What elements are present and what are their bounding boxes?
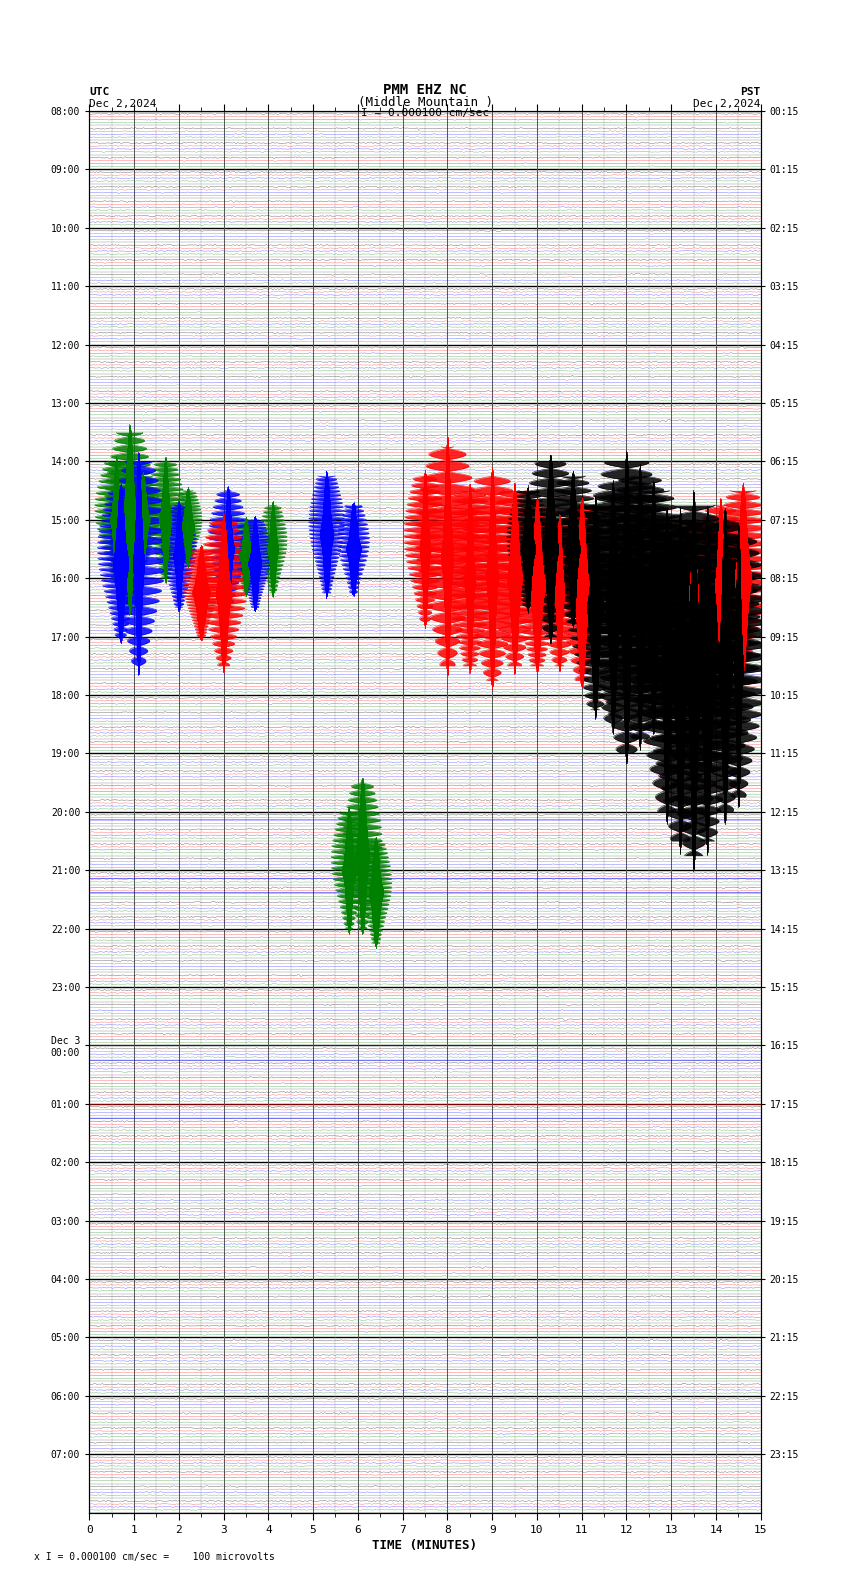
Text: (Middle Mountain ): (Middle Mountain ) xyxy=(358,95,492,108)
Text: x I = 0.000100 cm/sec =    100 microvolts: x I = 0.000100 cm/sec = 100 microvolts xyxy=(34,1552,275,1562)
Text: Dec 2,2024: Dec 2,2024 xyxy=(89,98,156,108)
Text: UTC: UTC xyxy=(89,87,110,97)
Text: I = 0.000100 cm/sec: I = 0.000100 cm/sec xyxy=(361,108,489,117)
Text: PMM EHZ NC: PMM EHZ NC xyxy=(383,84,467,97)
Text: Dec 2,2024: Dec 2,2024 xyxy=(694,98,761,108)
Text: PST: PST xyxy=(740,87,761,97)
X-axis label: TIME (MINUTES): TIME (MINUTES) xyxy=(372,1538,478,1552)
